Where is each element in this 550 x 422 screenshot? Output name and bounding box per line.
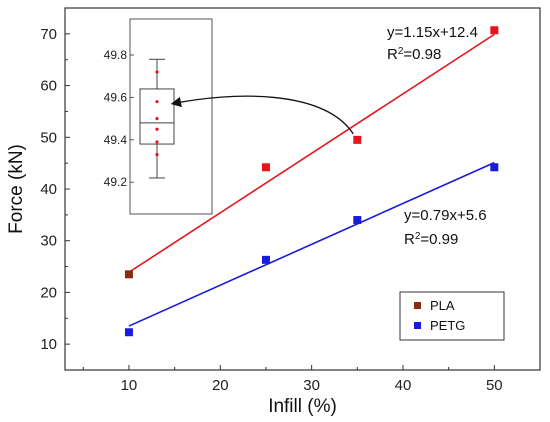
petg-point <box>261 255 270 264</box>
x-tick-label: 50 <box>486 377 503 394</box>
y-axis-title: Force (kN) <box>6 144 27 234</box>
inset-y-axis: 49.2 49.4 49.6 49.8 <box>104 48 134 189</box>
legend-petg-marker <box>414 322 421 329</box>
x-axis: 10 20 30 40 50 <box>82 365 503 394</box>
series-layer <box>124 26 499 337</box>
pla-r2-superscript: 2 <box>398 46 404 57</box>
petg-fit-equation: y=0.79x+5.6 <box>404 207 487 224</box>
inset-point <box>155 100 159 104</box>
x-tick-label: 10 <box>121 377 138 394</box>
pla-fit-line <box>128 33 495 273</box>
pla-r2-value: =0.98 <box>403 46 441 63</box>
inset-point <box>155 127 159 131</box>
inset-boxplot: 49.2 49.4 49.6 49.8 <box>104 18 213 215</box>
petg-point <box>124 328 133 337</box>
inset-tick-label: 49.8 <box>104 48 128 62</box>
annotation-arrow <box>170 95 354 135</box>
legend-petg-label: PETG <box>430 318 465 333</box>
inset-tick-label: 49.2 <box>104 175 128 189</box>
y-tick-label: 20 <box>40 284 57 301</box>
inset-box <box>139 58 175 179</box>
legend: PLA PETG <box>399 291 505 341</box>
pla-r2-prefix: R <box>387 46 398 63</box>
pla-point <box>261 163 270 172</box>
y-tick-label: 70 <box>40 26 57 43</box>
petg-r2-prefix: R <box>404 231 415 248</box>
inset-frame <box>129 18 213 215</box>
pla-point <box>353 135 362 144</box>
y-tick-label: 60 <box>40 78 57 95</box>
inset-point <box>155 117 159 121</box>
inset-points <box>155 70 159 157</box>
inset-point <box>155 70 159 74</box>
inset-point <box>155 140 159 144</box>
inset-box-body <box>139 88 175 145</box>
inset-tick-label: 49.6 <box>104 90 128 104</box>
y-tick-label: 30 <box>40 233 57 250</box>
pla-point <box>490 26 499 35</box>
legend-pla-marker <box>414 302 421 309</box>
inset-point <box>155 153 159 157</box>
petg-fit-line <box>128 161 495 327</box>
y-tick-label: 50 <box>40 129 57 146</box>
petg-r2-superscript: 2 <box>415 231 421 242</box>
y-tick-label: 40 <box>40 181 57 198</box>
x-tick-label: 30 <box>303 377 320 394</box>
petg-r-squared: R2=0.99 <box>404 231 458 249</box>
pla-fit-equation: y=1.15x+12.4 <box>387 24 478 41</box>
y-tick-label: 10 <box>40 336 57 353</box>
inset-tick-label: 49.4 <box>104 133 128 147</box>
x-tick-label: 40 <box>395 377 412 394</box>
x-axis-title: Infill (%) <box>268 396 337 417</box>
legend-pla-label: PLA <box>430 298 455 313</box>
pla-r-squared: R2=0.98 <box>387 46 441 64</box>
petg-r2-value: =0.99 <box>420 231 458 248</box>
pla-point <box>124 270 133 279</box>
petg-point <box>490 163 499 172</box>
petg-point <box>353 216 362 225</box>
legend-box <box>399 291 505 341</box>
x-tick-label: 20 <box>212 377 229 394</box>
y-axis: 10 20 30 40 50 60 70 <box>40 26 70 353</box>
